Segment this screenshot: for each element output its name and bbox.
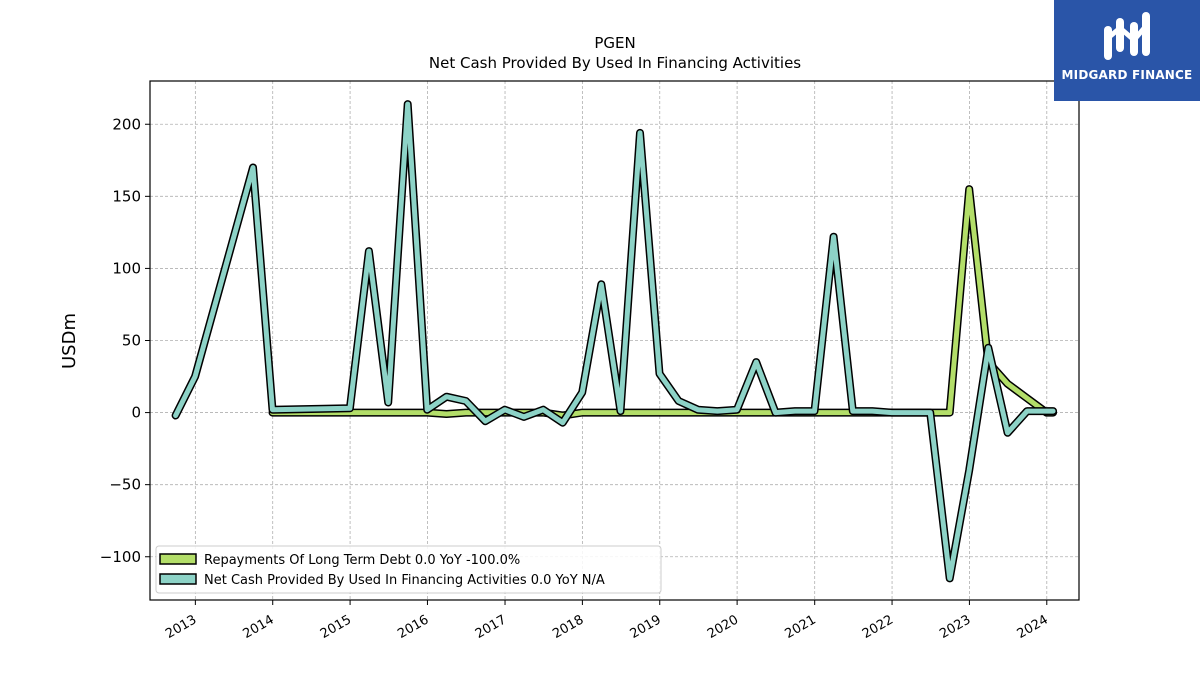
- x-tick-label: 2022: [860, 612, 896, 642]
- midgard-m-logo-icon: [1104, 12, 1150, 60]
- x-tick-label: 2013: [163, 612, 199, 642]
- x-tick-label: 2020: [705, 612, 741, 642]
- legend-swatch: [159, 553, 197, 565]
- y-tick-label: −100: [100, 548, 141, 566]
- chart-title: PGEN: [594, 34, 635, 52]
- brand-logo: MIDGARD FINANCE: [1054, 0, 1200, 101]
- x-tick-label: 2024: [1015, 612, 1051, 642]
- series-layer: [171, 100, 1058, 583]
- legend-label: Net Cash Provided By Used In Financing A…: [204, 573, 605, 588]
- x-tick-label: 2015: [318, 612, 354, 642]
- y-tick-label: 200: [112, 115, 141, 133]
- x-tick-label: 2019: [628, 612, 664, 642]
- chart-subtitle: Net Cash Provided By Used In Financing A…: [429, 54, 801, 72]
- y-tick-label: 150: [112, 187, 141, 205]
- grid: [150, 81, 1079, 600]
- y-tick-label: 50: [122, 332, 141, 350]
- y-tick-label: −50: [109, 476, 141, 494]
- y-tick-label: 0: [131, 404, 141, 422]
- legend-box: [155, 545, 662, 594]
- y-axis-label: USDm: [59, 313, 80, 369]
- x-tick-label: 2016: [395, 612, 431, 642]
- legend: Repayments Of Long Term Debt 0.0 YoY -10…: [155, 545, 662, 594]
- brand-name: MIDGARD FINANCE: [1061, 68, 1193, 82]
- y-tick-label: 100: [112, 259, 141, 277]
- x-tick-label: 2014: [241, 612, 277, 642]
- legend-label: Repayments Of Long Term Debt 0.0 YoY -10…: [204, 553, 520, 568]
- x-tick-label: 2018: [550, 612, 586, 642]
- series-outline-2: [171, 100, 1058, 583]
- series-line-2: [173, 101, 1056, 581]
- legend-swatch: [159, 573, 197, 585]
- x-tick-label: 2021: [783, 612, 819, 642]
- x-tick-label: 2017: [473, 612, 509, 642]
- x-tick-label: 2023: [937, 612, 973, 642]
